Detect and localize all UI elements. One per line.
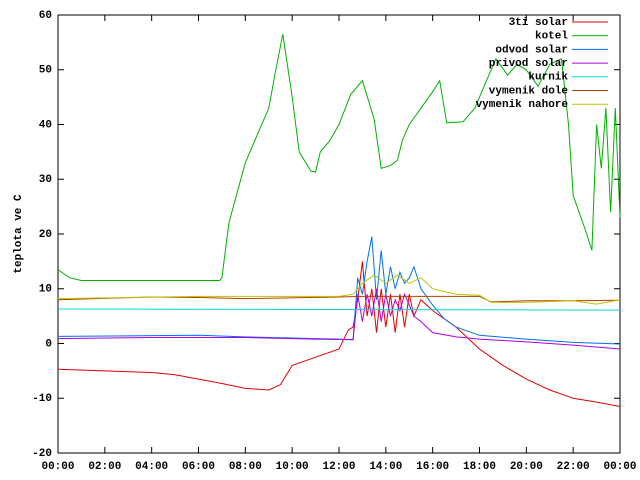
legend-label: kotel [535,31,568,43]
series-line [57,236,621,345]
y-tick-label: 40 [39,119,52,131]
x-tick-label: 22:00 [557,461,590,473]
series-line [57,288,621,350]
x-tick-label: 08:00 [229,461,262,473]
x-tick-label: 06:00 [182,461,215,473]
legend-label: vymenik nahore [476,99,569,111]
y-tick-label: 10 [39,284,52,296]
series-line [57,308,621,311]
y-tick-label: -10 [32,393,52,405]
y-tick-label: -20 [32,448,52,460]
legend-label: 3ti solar [509,17,568,29]
y-tick-label: 20 [39,229,52,241]
y-tick-label: 50 [39,65,52,77]
x-tick-label: 18:00 [463,461,496,473]
series-line [57,295,621,303]
legend-label: vymenik dole [489,85,569,97]
x-tick-label: 10:00 [276,461,309,473]
legend-label: kurnik [528,72,568,84]
x-tick-label: 12:00 [322,461,355,473]
series-line [57,261,621,407]
legend-label: privod solar [489,58,568,70]
y-tick-label: 60 [39,10,52,22]
y-tick-label: 0 [45,338,52,350]
y-tick-label: 30 [39,174,52,186]
y-axis-label: teplota ve C [13,194,25,274]
x-tick-label: 00:00 [603,461,636,473]
series-line [57,34,621,281]
x-tick-label: 02:00 [88,461,121,473]
series-line [57,274,621,305]
x-tick-label: 14:00 [369,461,402,473]
x-tick-label: 00:00 [41,461,74,473]
legend-label: odvod solar [495,44,568,56]
x-tick-label: 16:00 [416,461,449,473]
x-tick-label: 04:00 [135,461,168,473]
x-tick-label: 20:00 [510,461,543,473]
